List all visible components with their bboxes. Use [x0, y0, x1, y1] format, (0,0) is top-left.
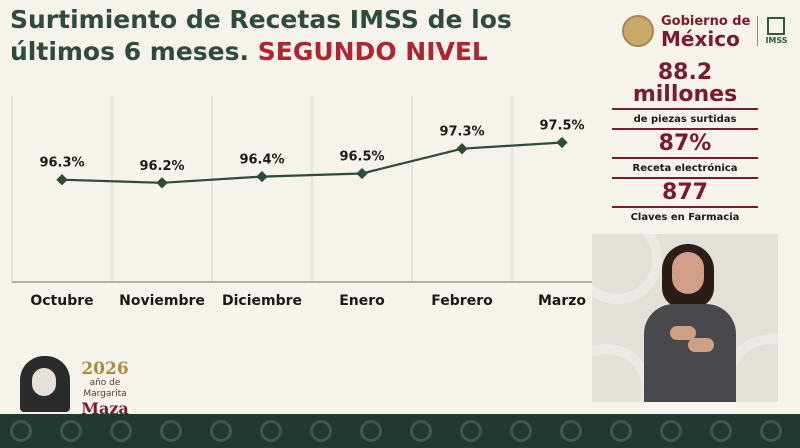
data-point: [156, 177, 168, 189]
stat-divider: [612, 108, 758, 110]
government-logo: Gobierno de México IMSS: [622, 14, 788, 49]
ornament-icon: [410, 420, 432, 442]
ornament-icon: [710, 420, 732, 442]
data-point: [256, 170, 268, 183]
data-label: 96.4%: [239, 153, 284, 168]
stat-divider: [612, 157, 758, 159]
stat-pieces-label: de piezas surtidas: [633, 114, 737, 125]
gov-line-2: México: [661, 26, 740, 51]
line-chart: 96.3% 96.2% 96.4% 96.5% 97.3% 97.5% Octubre Nov…: [11, 96, 600, 309]
x-tick-label: Febrero: [431, 293, 493, 309]
data-label: 96.2%: [139, 159, 184, 174]
x-tick-label: Noviembre: [119, 293, 205, 309]
data-point: [556, 136, 568, 149]
title-accent: SEGUNDO NIVEL: [257, 37, 488, 66]
stat-electronic-label: Receta electrónica: [632, 163, 738, 174]
ornament-icon: [660, 420, 682, 442]
stat-pieces-value: 88.2 millones: [632, 60, 738, 107]
imss-label: IMSS: [765, 36, 788, 45]
ornament-icon: [10, 420, 32, 442]
gov-logo-text: Gobierno de México: [661, 14, 750, 49]
data-label: 97.5%: [539, 119, 584, 134]
title-main: Surtimiento de Recetas IMSS de los últim…: [10, 5, 512, 66]
ornament-icon: [760, 420, 782, 442]
ornament-icon: [560, 420, 582, 442]
decorative-footer-band: [0, 414, 800, 448]
x-tick-label: Marzo: [538, 293, 586, 309]
ornament-icon: [110, 420, 132, 442]
imss-logo: IMSS: [765, 17, 788, 45]
ornament-icon: [360, 420, 382, 442]
ornament-icon: [510, 420, 532, 442]
stat-keys: 877 Claves en Farmacia: [612, 182, 758, 224]
interpreter-hand: [688, 338, 714, 352]
ornament-icon: [260, 420, 282, 442]
ornament-icon: [160, 420, 182, 442]
x-tick-label: Diciembre: [222, 293, 302, 309]
coat-of-arms-icon: [622, 15, 654, 47]
year-line-1: año de: [89, 378, 121, 388]
data-point: [456, 143, 468, 155]
stat-electronic-value: 87%: [658, 131, 712, 156]
stat-divider: [612, 206, 758, 208]
ornament-icon: [460, 420, 482, 442]
year-line-3: Maza: [81, 399, 129, 418]
year-number: 2026: [81, 359, 129, 379]
data-label: 96.5%: [339, 150, 384, 165]
stat-pieces: 88.2 millones de piezas surtidas: [612, 62, 758, 130]
data-label: 96.3%: [39, 156, 84, 171]
ornament-icon: [310, 420, 332, 442]
stat-electronic: 87% Receta electrónica: [612, 133, 758, 179]
interpreter-hand: [670, 326, 696, 340]
sign-language-interpreter-video: [592, 234, 778, 402]
background-pattern: [592, 234, 662, 304]
year-line-2: Margarita: [83, 389, 127, 399]
interpreter-body: [644, 304, 736, 402]
ornament-icon: [60, 420, 82, 442]
page-title: Surtimiento de Recetas IMSS de los últim…: [10, 4, 570, 68]
stat-keys-label: Claves en Farmacia: [630, 212, 740, 223]
stats-panel: 88.2 millones de piezas surtidas 87% Rec…: [612, 62, 758, 224]
series-line: [61, 141, 563, 184]
year-badge: 2026 año de Margarita Maza: [80, 360, 130, 417]
data-label: 97.3%: [439, 125, 484, 140]
logo-divider: [757, 16, 759, 46]
gov-line-1: Gobierno de: [661, 13, 751, 29]
ornament-icon: [610, 420, 632, 442]
stat-keys-value: 877: [662, 180, 708, 205]
data-point: [56, 174, 68, 186]
margarita-maza-portrait: [20, 356, 70, 412]
ornament-icon: [210, 420, 232, 442]
stat-divider: [612, 128, 758, 130]
data-point: [356, 167, 368, 180]
background-pattern: [592, 344, 652, 402]
imss-icon: [767, 17, 786, 35]
interpreter-face: [672, 252, 704, 294]
x-tick-label: Octubre: [30, 293, 93, 309]
x-tick-label: Enero: [339, 293, 385, 309]
stat-divider: [612, 177, 758, 179]
